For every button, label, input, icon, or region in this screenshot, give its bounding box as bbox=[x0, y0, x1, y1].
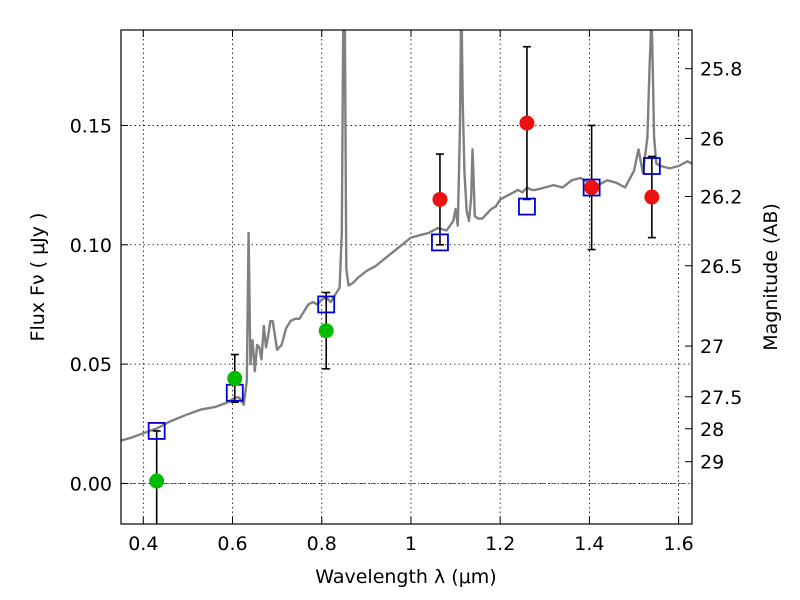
y-tick-label: 0.15 bbox=[70, 115, 112, 137]
observed-points bbox=[149, 115, 660, 489]
magnitude-axis-ticks: 25.8 26 26.2 26.5 27 27.5 28 29 bbox=[685, 59, 742, 474]
x-tick-label: 1.4 bbox=[574, 533, 604, 555]
magnitude-tick-label: 25.8 bbox=[700, 59, 742, 81]
model-photometry-square bbox=[582, 178, 601, 197]
x-axis-ticks: 0.4 0.6 0.8 1 1.2 1.4 1.6 bbox=[128, 30, 694, 555]
model-photometry-squares bbox=[147, 157, 661, 440]
x-tick-label: 0.8 bbox=[307, 533, 337, 555]
green-data-point bbox=[318, 323, 334, 339]
magnitude-tick-label: 26.2 bbox=[700, 186, 742, 208]
y-axis-ticks: 0.00 0.05 0.10 0.15 bbox=[70, 115, 128, 495]
x-tick-label: 0.6 bbox=[217, 533, 247, 555]
y-axis-label: Flux Fν ( μJy ) bbox=[27, 213, 49, 342]
plot-frame bbox=[120, 29, 693, 525]
y-tick-label: 0.00 bbox=[70, 473, 112, 495]
green-data-point bbox=[227, 370, 243, 386]
magnitude-tick-label: 26 bbox=[700, 128, 724, 150]
spectrum-line bbox=[121, 30, 692, 442]
model-photometry-square bbox=[518, 197, 536, 216]
y-tick-label: 0.05 bbox=[70, 354, 112, 376]
magnitude-tick-label: 28 bbox=[700, 419, 724, 441]
x-tick-label: 0.4 bbox=[128, 533, 158, 555]
magnitude-tick-label: 27.5 bbox=[700, 387, 742, 409]
model-photometry-square bbox=[642, 157, 661, 175]
red-data-point bbox=[519, 115, 535, 131]
red-data-point bbox=[584, 180, 600, 196]
grid bbox=[121, 30, 692, 524]
red-data-point bbox=[432, 191, 448, 207]
x-tick-label: 1.2 bbox=[485, 533, 515, 555]
model-photometry-square bbox=[431, 233, 449, 252]
x-axis-label: Wavelength λ (μm) bbox=[315, 566, 496, 588]
x-tick-label: 1 bbox=[405, 533, 417, 555]
green-data-point bbox=[149, 473, 165, 489]
red-data-point bbox=[644, 189, 660, 205]
model-photometry-square bbox=[317, 295, 336, 314]
magnitude-tick-label: 27 bbox=[700, 336, 724, 358]
magnitude-axis-label: Magnitude (AB) bbox=[760, 203, 782, 351]
magnitude-tick-label: 26.5 bbox=[700, 256, 742, 278]
x-tick-label: 1.6 bbox=[664, 533, 694, 555]
model-photometry-square bbox=[147, 422, 166, 440]
magnitude-tick-label: 29 bbox=[700, 452, 724, 474]
error-bars bbox=[152, 45, 656, 524]
y-tick-label: 0.10 bbox=[70, 235, 112, 257]
